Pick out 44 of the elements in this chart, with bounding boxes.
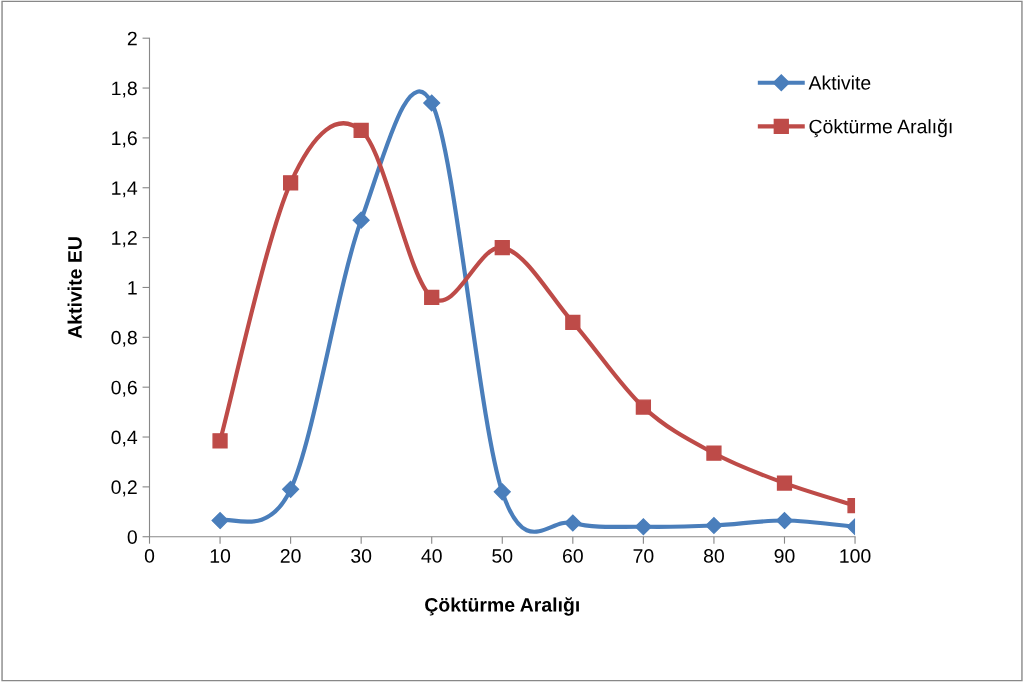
x-tick-label: 60 <box>563 549 583 563</box>
legend-label: Çöktürme Aralığı <box>809 118 952 138</box>
y-tick-label: 1,2 <box>112 231 137 248</box>
x-tick-label: 50 <box>492 549 513 563</box>
y-tick-label: 0,4 <box>111 430 138 447</box>
point <box>424 289 440 306</box>
point <box>352 211 370 229</box>
x-tick-label: 30 <box>351 549 372 563</box>
y-tick-label: 1,8 <box>112 81 137 98</box>
x-tick-label: 40 <box>421 549 442 563</box>
point <box>635 399 652 415</box>
x-tick-label: 90 <box>774 549 795 563</box>
point <box>353 122 369 139</box>
point <box>706 445 722 461</box>
y-tick-label: 1 <box>128 281 137 295</box>
y-axis-title: Aktivite EU <box>67 237 82 339</box>
point <box>494 239 510 256</box>
x-tick-label: 10 <box>210 549 231 563</box>
point <box>493 483 511 501</box>
legend-label: Aktivite <box>808 75 871 90</box>
y-tick-label: 0,8 <box>111 330 137 347</box>
point <box>212 433 228 449</box>
y-tick-label: 0,2 <box>111 480 137 497</box>
y-tick-label: 0 <box>127 530 137 544</box>
point <box>705 516 723 535</box>
point <box>634 518 652 536</box>
point <box>282 480 300 498</box>
point <box>282 175 299 191</box>
y-tick-label: 1,6 <box>112 131 137 148</box>
point <box>565 314 581 331</box>
x-tick-label: 80 <box>703 549 724 563</box>
x-axis-title: Çöktürme Aralığı <box>425 597 579 616</box>
y-tick-label: 0,6 <box>111 380 137 397</box>
point <box>211 511 229 530</box>
point <box>423 94 441 112</box>
y-tick-label: 2 <box>127 31 137 46</box>
x-tick-label: 100 <box>840 549 871 563</box>
y-tick-label: 1,4 <box>112 181 138 198</box>
point <box>776 475 793 491</box>
point <box>564 514 582 532</box>
x-tick-label: 20 <box>280 549 301 563</box>
x-tick-label: 70 <box>633 549 654 563</box>
x-tick-label: 0 <box>144 549 155 563</box>
point <box>775 511 794 530</box>
